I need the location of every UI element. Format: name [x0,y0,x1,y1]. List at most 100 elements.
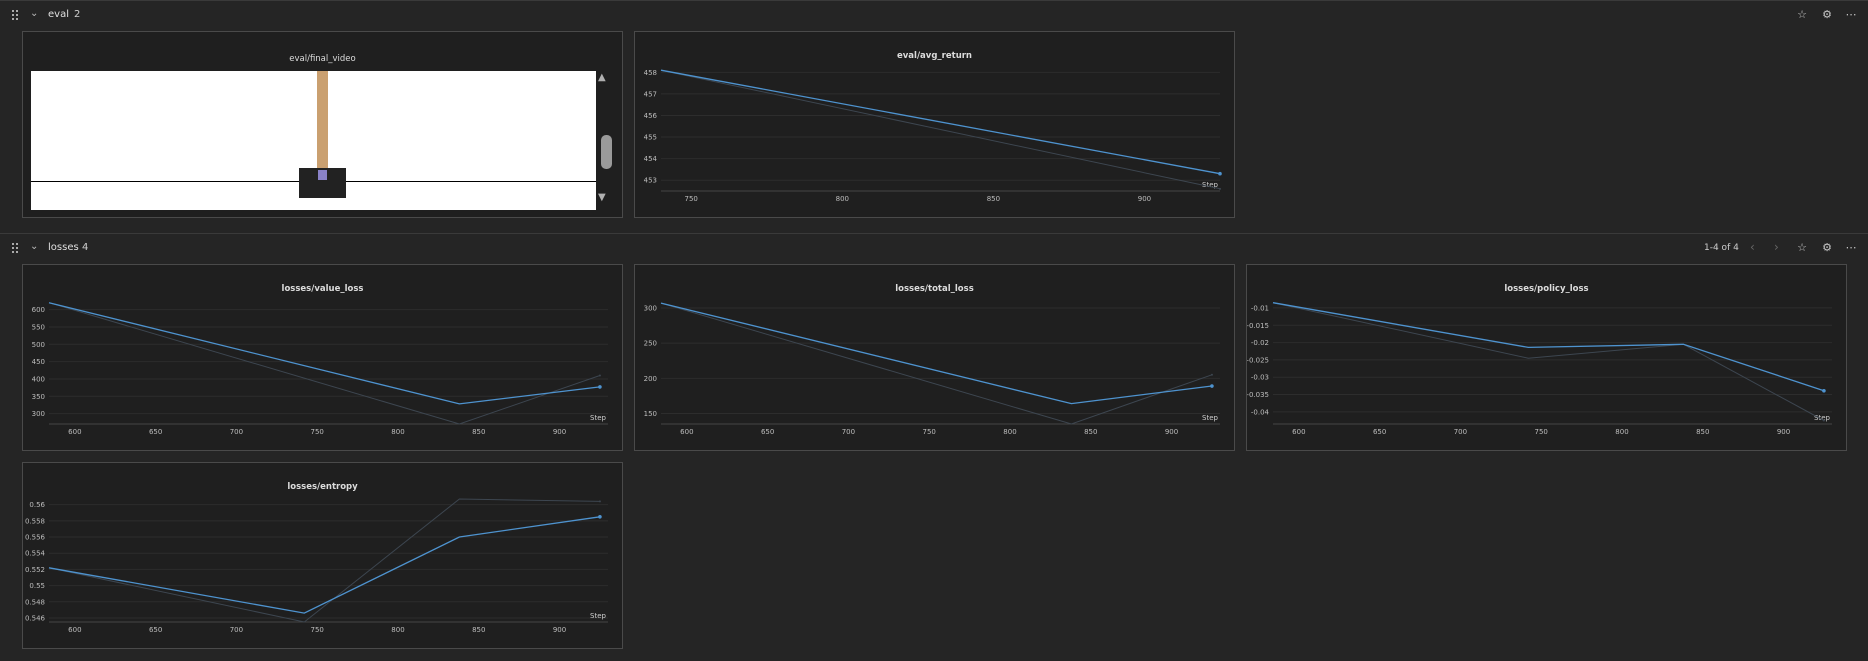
x-axis-label: Step [1202,414,1218,422]
x-tick-label: 800 [1615,428,1628,436]
drag-handle-icon[interactable] [12,243,20,253]
pin-icon[interactable]: ☆ [1797,8,1807,21]
section-header-losses[interactable]: ⌄ losses 4 1-4 of 4 ‹ › ☆ ⚙ ⋯ [0,234,1868,262]
section-eval: ⌄ eval 2 ☆ ⚙ ⋯ eval/final_video ▲ ▼ eval… [0,0,1868,232]
y-tick-label: 455 [644,134,657,142]
x-tick-label: 750 [311,428,324,436]
x-tick-label: 900 [553,626,566,634]
series-end-point [598,385,602,389]
y-tick-label: 500 [32,341,45,349]
y-tick-label: 450 [32,358,45,366]
y-tick-label: 457 [644,90,657,98]
panel-title: losses/policy_loss [1504,284,1589,294]
x-tick-label: 750 [311,626,324,634]
y-tick-label: 0.552 [25,566,45,574]
x-tick-label: 800 [1003,428,1016,436]
series-end-point [1210,384,1214,388]
x-tick-label: 850 [472,428,485,436]
section-header-eval[interactable]: ⌄ eval 2 ☆ ⚙ ⋯ [0,1,1868,29]
y-tick-label: 0.548 [25,598,45,606]
panel-value-loss[interactable]: losses/value_loss 300 350 400 450 500 550 600 6… [22,264,623,451]
y-tick-label: 0.55 [29,582,45,590]
panel-title: losses/entropy [287,482,358,492]
series-line-raw [48,498,600,623]
y-tick-label: -0.02 [1251,339,1269,347]
scroll-down-icon[interactable]: ▼ [598,192,606,203]
series-line-smoothed [48,302,600,405]
y-tick-label: 0.558 [25,517,45,525]
y-tick-label: 600 [32,306,45,314]
y-tick-label: 550 [32,323,45,331]
more-icon[interactable]: ⋯ [1845,241,1857,254]
x-tick-label: 650 [149,428,162,436]
y-tick-label: 150 [644,410,657,418]
more-icon[interactable]: ⋯ [1845,8,1857,21]
chart-svg[interactable]: -0.01 -0.015 -0.02 -0.025 -0.03 -0.035 -0.04 60… [1247,265,1848,452]
chart-svg[interactable]: 0.546 0.548 0.55 0.552 0.554 0.556 0.558 0.56 60… [23,463,624,650]
y-tick-label: -0.03 [1251,374,1269,382]
series-line-smoothed [660,302,1212,405]
section-losses: ⌄ losses 4 1-4 of 4 ‹ › ☆ ⚙ ⋯ losses/val… [0,233,1868,661]
video-scrollbar[interactable] [601,135,612,169]
x-tick-label: 800 [836,195,849,203]
video-frame[interactable] [31,71,596,210]
y-tick-label: 250 [644,340,657,348]
section-title: losses [48,242,79,253]
drag-handle-icon[interactable] [12,10,20,20]
chart-svg[interactable]: 300 350 400 450 500 550 600 600 650 700 750 800 850 9… [23,265,624,452]
cartpole-axle [318,170,327,180]
panel-title: losses/value_loss [281,284,364,294]
cartpole-pole [317,71,328,171]
x-tick-label: 750 [1535,428,1548,436]
y-tick-label: 200 [644,375,657,383]
x-tick-label: 850 [1084,428,1097,436]
x-tick-label: 700 [230,428,243,436]
panel-entropy[interactable]: losses/entropy 0.546 0.548 0.55 0.552 0.554 0… [22,462,623,649]
panel-total-loss[interactable]: losses/total_loss 150 200 250 300 600 650 700 7… [634,264,1235,451]
series-line-smoothed [48,516,600,614]
chart-svg[interactable]: 453 454 455 456 457 458 750 800 850 900 Step [635,32,1236,219]
chevron-right-icon[interactable]: › [1774,240,1779,254]
scroll-up-icon[interactable]: ▲ [598,72,606,83]
y-tick-label: -0.015 [1247,322,1269,330]
series-end-point [1218,171,1222,176]
x-tick-label: 650 [149,626,162,634]
y-tick-label: -0.04 [1251,408,1270,416]
x-tick-label: 700 [842,428,855,436]
y-tick-label: 458 [644,69,657,77]
series-end-point [598,515,602,519]
panel-final-video[interactable]: eval/final_video ▲ ▼ [22,31,623,218]
y-tick-label: 453 [644,177,657,185]
pin-icon[interactable]: ☆ [1797,241,1807,254]
x-tick-label: 900 [553,428,566,436]
section-count-badge: 2 [74,9,81,20]
gear-icon[interactable]: ⚙ [1822,241,1832,254]
y-tick-label: 300 [644,305,657,313]
x-tick-label: 850 [1696,428,1709,436]
gear-icon[interactable]: ⚙ [1822,8,1832,21]
x-tick-label: 650 [761,428,774,436]
y-tick-label: 400 [32,375,45,383]
series-line-raw [660,69,1221,190]
chevron-down-icon[interactable]: ⌄ [30,8,39,19]
section-count-badge: 4 [82,242,89,253]
y-tick-label: 454 [644,155,658,163]
x-tick-label: 700 [1454,428,1467,436]
x-axis-label: Step [590,612,606,620]
chart-svg[interactable]: 150 200 250 300 600 650 700 750 800 850 900 Step [635,265,1236,452]
series-end-point [598,500,601,503]
section-title: eval [48,9,69,20]
panel-title: losses/total_loss [895,284,974,294]
panel-title: eval/final_video [289,54,356,64]
y-tick-label: 300 [32,410,45,418]
x-tick-label: 850 [987,195,1000,203]
panel-policy-loss[interactable]: losses/policy_loss -0.01 -0.015 -0.02 -0.02… [1246,264,1847,451]
chevron-left-icon[interactable]: ‹ [1750,240,1755,254]
chevron-down-icon[interactable]: ⌄ [30,241,39,252]
x-tick-label: 600 [68,626,81,634]
panel-avg-return[interactable]: eval/avg_return 453 454 455 456 457 458 750 800… [634,31,1235,218]
x-tick-label: 900 [1165,428,1178,436]
y-tick-label: 350 [32,393,45,401]
x-tick-label: 600 [680,428,693,436]
x-tick-label: 800 [391,626,404,634]
